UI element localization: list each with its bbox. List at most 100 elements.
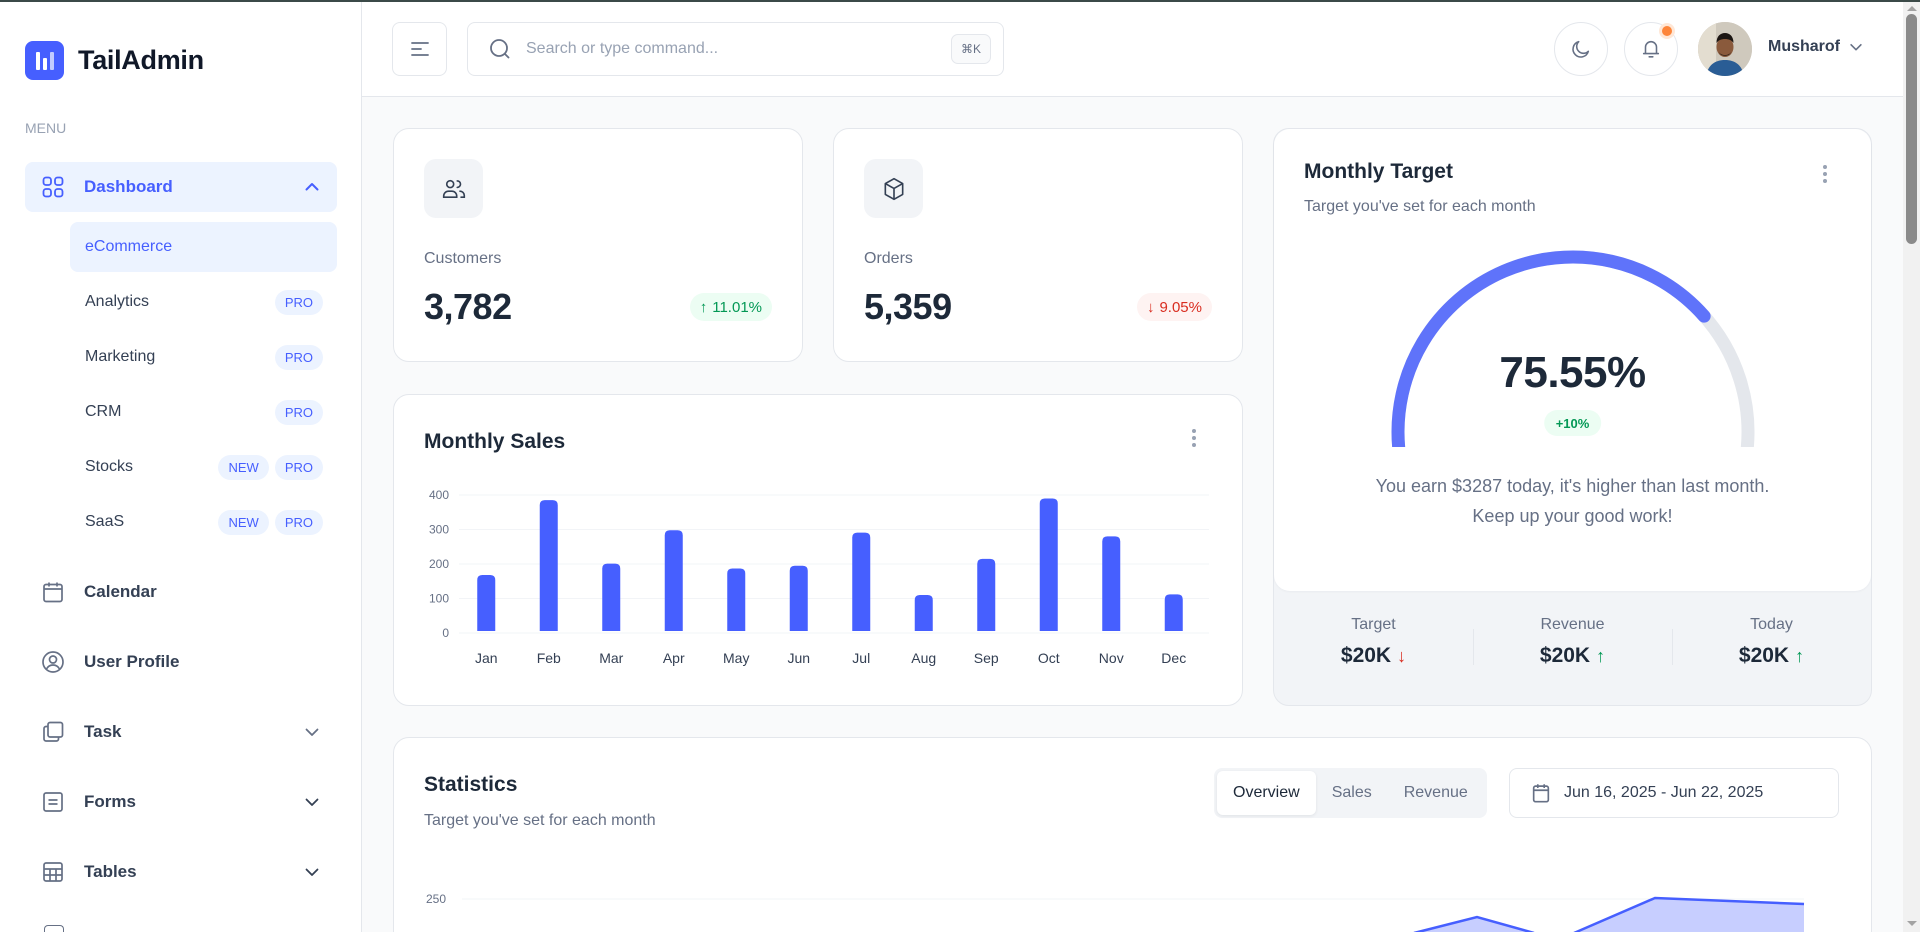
sidebar-item-label: Tables (84, 862, 137, 881)
metric-value: 5,359 (864, 286, 952, 327)
stat-label: Revenue (1540, 616, 1605, 633)
statistics-chart: 250 (426, 892, 1805, 932)
card-subtitle: Target you've set for each month (424, 812, 656, 829)
sidebar-item-analytics[interactable]: Analytics PRO (70, 277, 337, 327)
date-range-picker[interactable]: Jun 16, 2025 - Jun 22, 2025 (1509, 768, 1839, 818)
chevron-down-icon (303, 723, 321, 741)
x-tick-label: Nov (1099, 650, 1124, 666)
calendar-icon (40, 579, 66, 605)
sidebar-item-forms[interactable]: Forms (25, 777, 337, 827)
stat-value: $20K (1738, 644, 1790, 667)
avatar[interactable] (1698, 22, 1752, 76)
sidebar-item-marketing[interactable]: Marketing PRO (70, 332, 337, 382)
new-badge: NEW (218, 510, 269, 535)
search-bar[interactable]: ⌘K (467, 22, 1004, 76)
bar-jan (477, 575, 496, 631)
bar-apr (664, 530, 683, 631)
pro-badge: PRO (274, 290, 323, 315)
user-menu-button[interactable]: Musharof (1768, 38, 1864, 56)
x-tick-label: Feb (537, 650, 561, 666)
stat-value: $20K (1340, 644, 1392, 667)
sidebar-item-crm[interactable]: CRM PRO (70, 387, 337, 437)
pro-badge: PRO (274, 345, 323, 370)
dark-mode-toggle[interactable] (1554, 22, 1608, 76)
x-tick-label: Mar (599, 650, 623, 666)
search-shortcut-hint: ⌘K (950, 34, 991, 64)
search-icon (488, 37, 512, 61)
pro-badge: PRO (274, 510, 323, 535)
notifications-button[interactable] (1624, 22, 1678, 76)
x-tick-label: Oct (1038, 650, 1060, 666)
metric-value: 3,782 (424, 286, 512, 327)
page-scrollbar[interactable] (1903, 0, 1920, 932)
target-footer: Target $20K ↓ Revenue $20K ↑ Today $20K ↑ (1274, 591, 1871, 707)
sidebar-item-ecommerce[interactable]: eCommerce (70, 222, 337, 272)
scroll-thumb[interactable] (1906, 14, 1917, 244)
user-circle-icon (40, 649, 66, 675)
bar-jun (789, 565, 808, 631)
bar-dec (1164, 594, 1183, 631)
metric-label: Customers (424, 250, 502, 267)
form-icon (40, 789, 66, 815)
delta-badge: ↑ 11.01% (689, 293, 772, 321)
stat-label: Today (1750, 616, 1793, 633)
stat-value: $20K (1539, 644, 1591, 667)
more-options-icon[interactable] (1815, 161, 1835, 187)
delta-value: 9.05% (1159, 298, 1202, 316)
y-tick-label: 300 (429, 523, 449, 537)
customers-card: Customers 3,782 ↑ 11.01% (393, 128, 803, 362)
window-top-border (0, 0, 1920, 2)
y-tick-label: 250 (426, 892, 446, 906)
x-tick-label: Dec (1161, 650, 1186, 666)
sidebar-item-label: Forms (84, 792, 136, 811)
sidebar-item-label: Task (84, 722, 122, 741)
x-tick-label: Aug (911, 650, 936, 666)
sidebar-item-label: Dashboard (84, 177, 173, 196)
tab-sales[interactable]: Sales (1331, 784, 1372, 801)
gauge-percent: 75.55% (1499, 348, 1646, 397)
top-header: ⌘K Musharof (362, 0, 1903, 97)
sidebar-item-calendar[interactable]: Calendar (25, 567, 337, 617)
sidebar-item-saas[interactable]: SaaS NEW PRO (70, 497, 337, 547)
more-options-icon[interactable] (1184, 425, 1204, 451)
arrow-up-icon: ↑ (699, 298, 708, 316)
scroll-down-arrow-icon[interactable] (1907, 921, 1917, 926)
partial-nav-icon (44, 925, 64, 932)
target-message-line: Keep up your good work! (1472, 506, 1673, 526)
users-icon (424, 159, 483, 218)
x-tick-label: Jul (852, 650, 870, 666)
sidebar-item-label: SaaS (85, 513, 125, 530)
sidebar-item-user-profile[interactable]: User Profile (25, 637, 337, 687)
area-fill (1417, 898, 1804, 932)
bar-oct (1039, 498, 1058, 631)
chevron-down-icon (303, 793, 321, 811)
x-tick-label: Jan (475, 650, 498, 666)
tab-revenue[interactable]: Revenue (1403, 784, 1468, 801)
logo-icon (25, 41, 64, 80)
sidebar-item-label: User Profile (84, 652, 180, 671)
task-icon (40, 719, 66, 745)
sidebar-item-stocks[interactable]: Stocks NEW PRO (70, 442, 337, 492)
box-icon (864, 159, 923, 218)
monthly-sales-card: Monthly Sales 0 100 200 300 400 Jan Feb Mar Apr M… (393, 394, 1243, 706)
y-tick-label: 0 (442, 626, 449, 640)
sidebar-item-label: Stocks (85, 458, 134, 475)
calendar-icon (1530, 782, 1552, 804)
search-input[interactable] (526, 40, 926, 58)
sidebar-item-task[interactable]: Task (25, 707, 337, 757)
scroll-up-arrow-icon[interactable] (1907, 6, 1917, 11)
tab-overview[interactable]: Overview (1217, 771, 1316, 815)
sidebar-item-tables[interactable]: Tables (25, 847, 337, 897)
target-stat: Target $20K ↓ (1274, 591, 1473, 707)
chevron-up-icon (303, 178, 321, 196)
bar-jul (852, 532, 871, 631)
target-main-panel: Monthly Target Target you've set for eac… (1274, 129, 1871, 591)
user-name: Musharof (1768, 38, 1840, 55)
y-tick-label: 100 (429, 592, 449, 606)
gauge-fill (1391, 250, 1711, 447)
monthly-target-card: Monthly Target Target you've set for eac… (1273, 128, 1872, 706)
sidebar-item-label: CRM (85, 403, 122, 420)
sidebar-toggle-button[interactable] (392, 22, 447, 76)
logo[interactable]: TailAdmin (25, 41, 204, 80)
sidebar-item-dashboard[interactable]: Dashboard (25, 162, 337, 212)
